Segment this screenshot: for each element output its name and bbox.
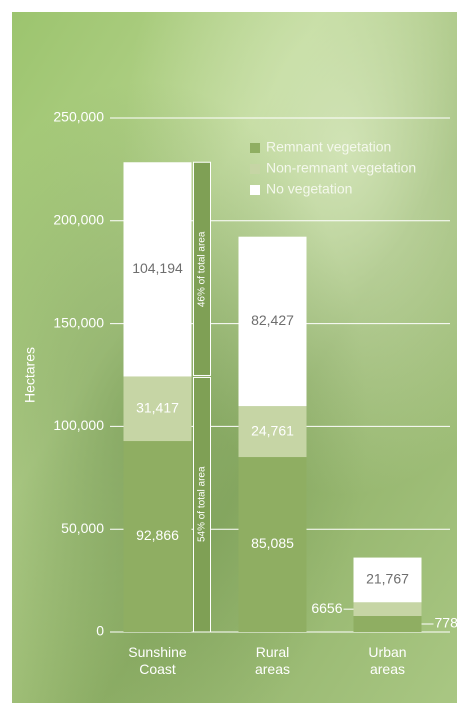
legend-label: No vegetation: [266, 181, 352, 197]
y-tick-label: 0: [96, 623, 104, 639]
annotation: 54% of total area: [197, 466, 208, 542]
x-tick-label: Sunshine Coast: [128, 644, 187, 677]
bar-segment: [238, 406, 307, 458]
bar-segment: [238, 457, 307, 632]
area-bracket: [193, 161, 211, 376]
bar-segment: [353, 557, 422, 603]
x-tick-label: Rural areas: [254, 644, 291, 677]
value-label: 6656: [311, 600, 342, 616]
legend-swatch: [250, 143, 260, 153]
x-tick-label: Urban areas: [368, 644, 407, 677]
value-label: 82,427: [251, 312, 294, 328]
y-tick-label: 100,000: [53, 417, 104, 433]
bar-segment: [353, 602, 422, 617]
value-label: 7781: [435, 615, 466, 631]
legend-swatch: [250, 185, 260, 195]
value-label: 21,767: [366, 571, 409, 587]
bar-segment: [123, 162, 192, 377]
legend-label: Non-remnant vegetation: [266, 160, 416, 176]
y-tick-label: 50,000: [61, 520, 104, 536]
annotation: 46% of total area: [197, 231, 208, 307]
legend-label: Remnant vegetation: [266, 139, 391, 155]
bar-segment: [353, 616, 422, 632]
value-label: 92,866: [136, 527, 179, 543]
y-tick-label: 150,000: [53, 314, 104, 330]
value-label: 24,761: [251, 422, 294, 438]
y-tick-label: 250,000: [53, 109, 104, 125]
y-axis-label: Hectares: [22, 347, 38, 403]
value-label: 31,417: [136, 399, 179, 415]
legend-swatch: [250, 164, 260, 174]
bar-segment: [123, 441, 192, 632]
value-label: 85,085: [251, 535, 294, 551]
area-bracket: [193, 376, 211, 633]
bar-segment: [123, 376, 192, 442]
bar-segment: [238, 236, 307, 407]
y-tick-label: 200,000: [53, 212, 104, 228]
value-label: 104,194: [132, 260, 183, 276]
